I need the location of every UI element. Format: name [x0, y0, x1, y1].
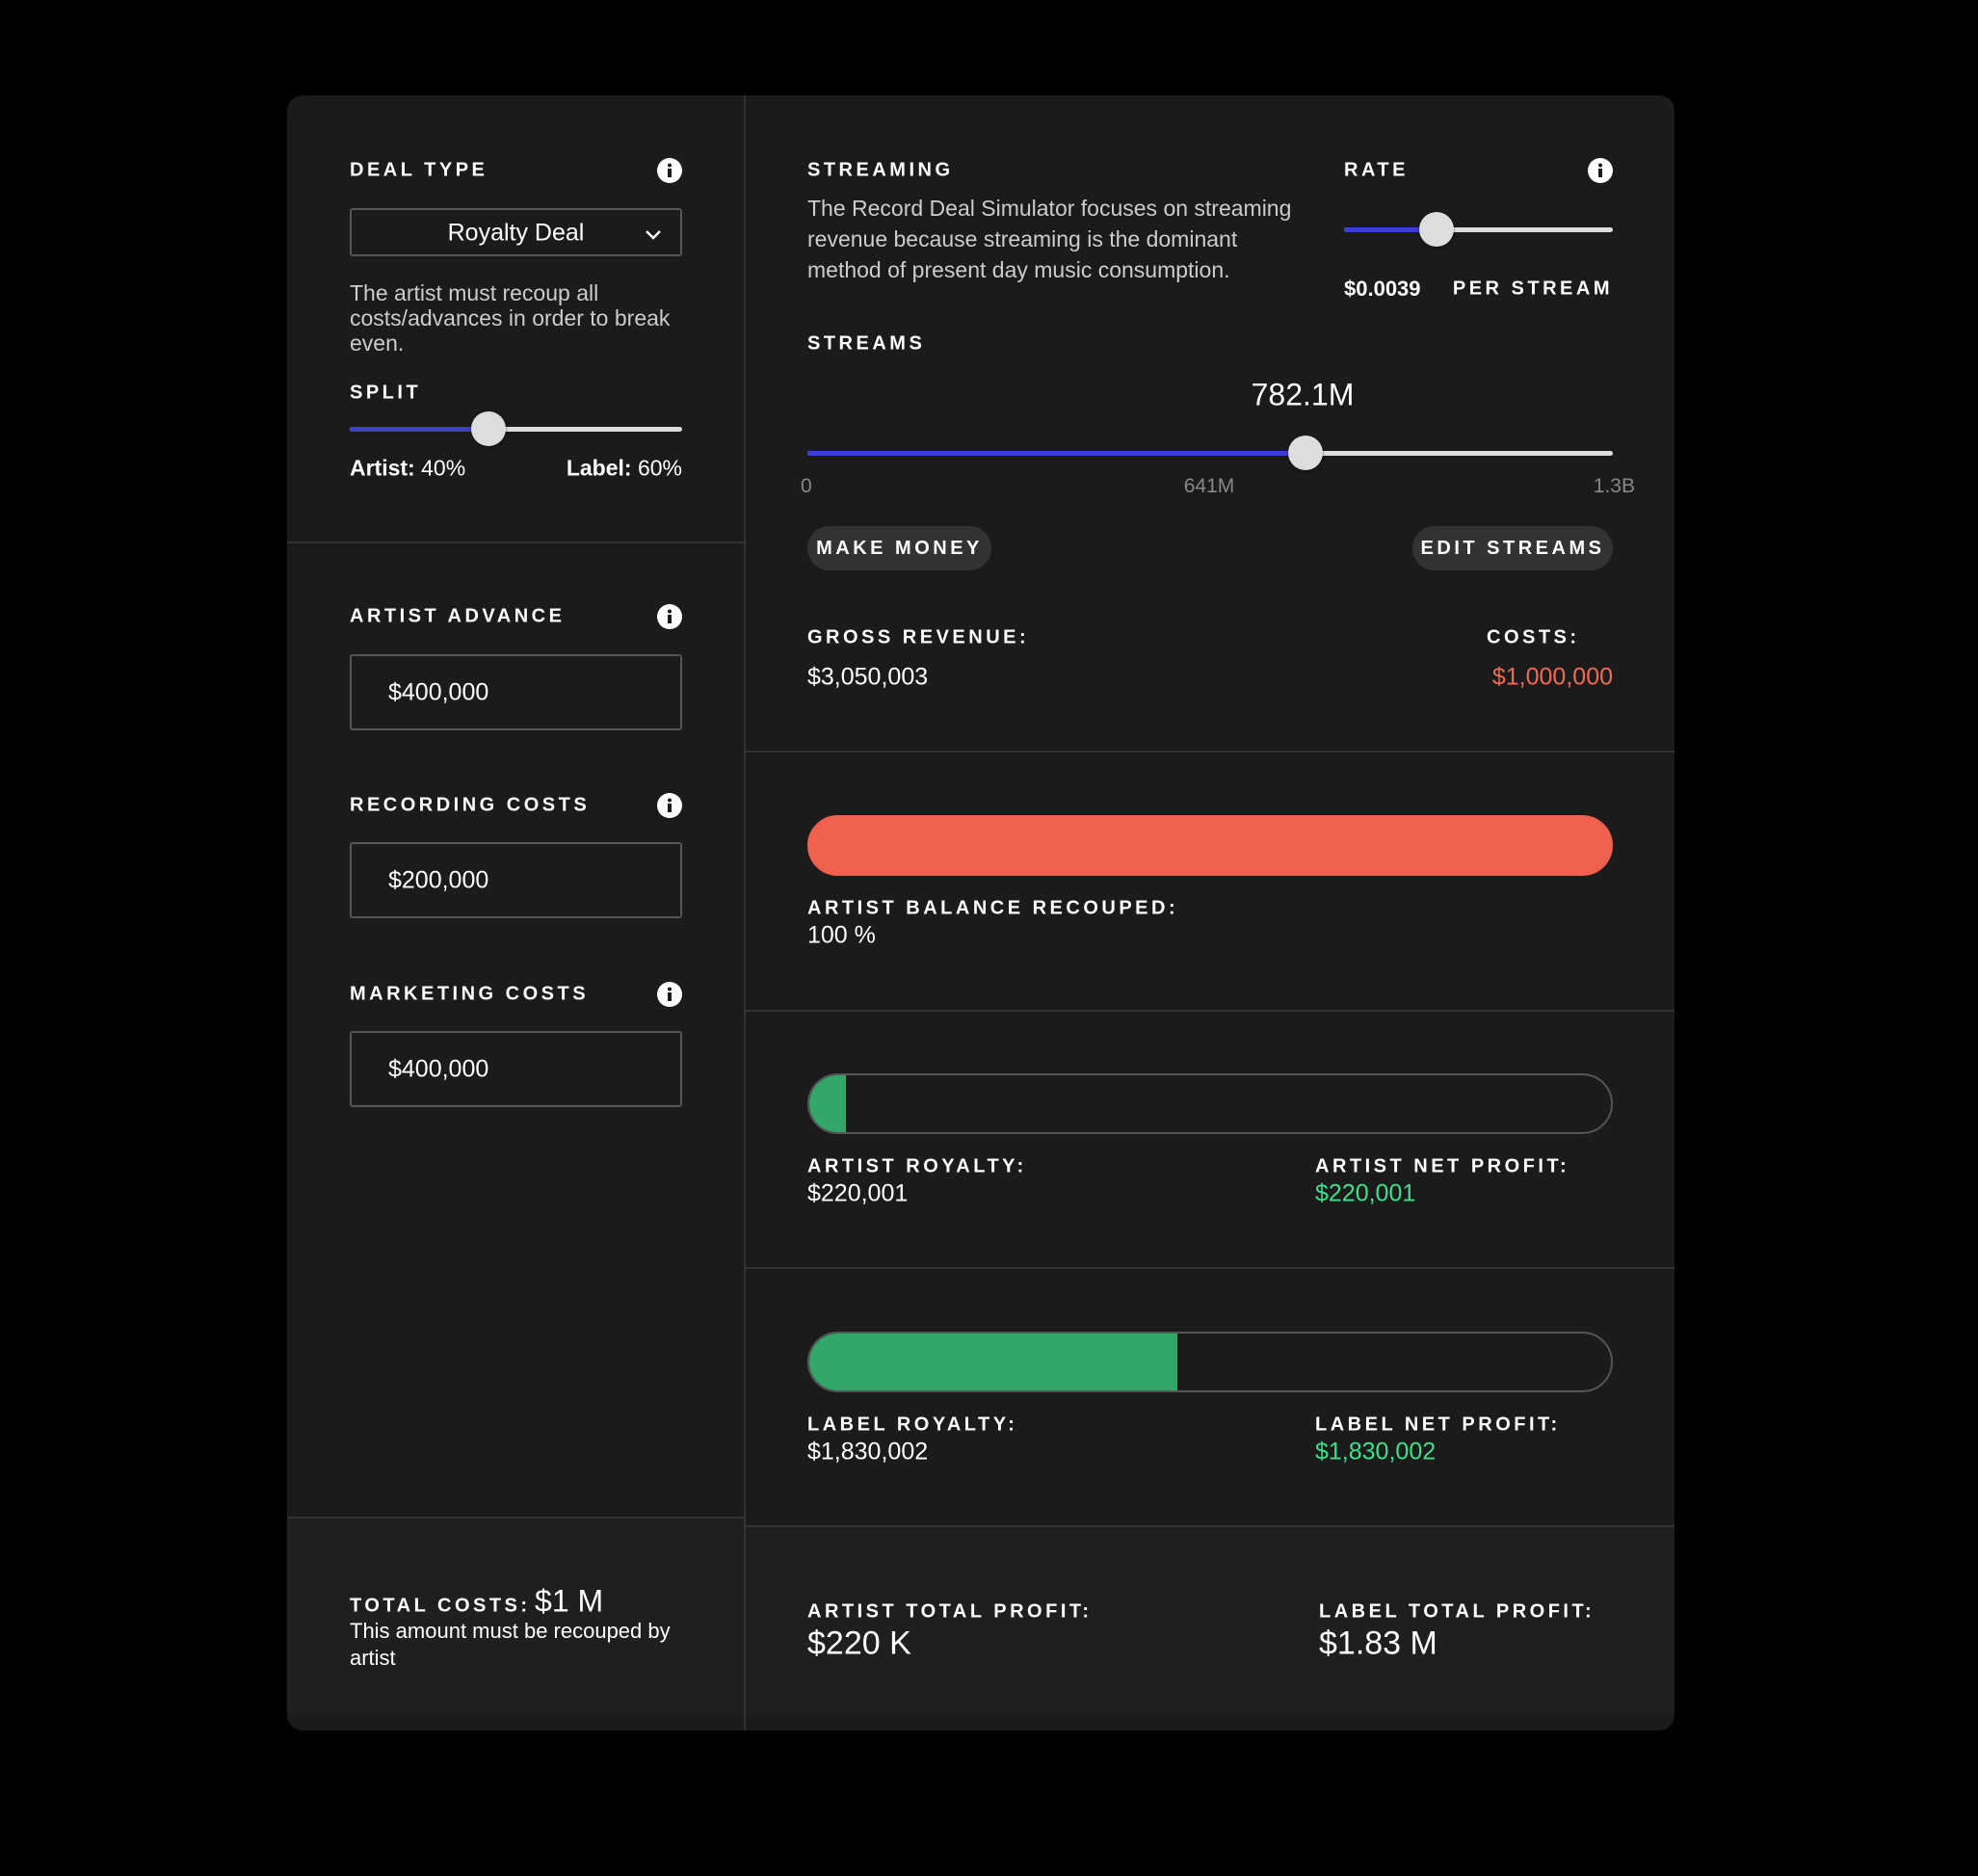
artist-bar: [807, 1073, 1613, 1134]
artist-royalty-label: ARTIST ROYALTY:: [807, 1155, 1027, 1177]
divider: [744, 95, 746, 1731]
costs-label: COSTS:: [1487, 626, 1580, 648]
chevron: [646, 230, 661, 240]
deal-type-label: DEAL TYPE: [350, 159, 488, 181]
rate-thumb[interactable]: [1419, 212, 1454, 247]
streams-fill: [807, 451, 1305, 456]
divider: [287, 1517, 744, 1519]
label-label: Label:: [566, 455, 632, 481]
rate-label: RATE: [1344, 159, 1409, 181]
marketing-costs-input[interactable]: $400,000: [350, 1031, 682, 1107]
split-track: [350, 427, 682, 432]
info-icon[interactable]: [1588, 158, 1613, 183]
label-value: 60%: [637, 455, 682, 481]
marketing-costs-value: $400,000: [388, 1055, 489, 1083]
marketing-costs-label: MARKETING COSTS: [350, 983, 590, 1005]
streams-label: STREAMS: [807, 332, 926, 355]
total-costs-label: TOTAL COSTS:: [350, 1595, 531, 1617]
artist-label: Artist:: [350, 455, 415, 481]
artist-total-profit-label: ARTIST TOTAL PROFIT:: [807, 1600, 1093, 1623]
artist-royalty-value: $220,001: [807, 1179, 909, 1207]
info-icon[interactable]: [657, 158, 682, 183]
recouped-label: ARTIST BALANCE RECOUPED:: [807, 897, 1179, 919]
info-icon[interactable]: [657, 982, 682, 1007]
label-bar-fill: [809, 1334, 1177, 1390]
label-net-profit-value: $1,830,002: [1315, 1438, 1437, 1466]
split-artist: Artist: 40%: [350, 456, 465, 482]
recording-costs-value: $200,000: [388, 866, 489, 894]
rate-fill: [1344, 227, 1437, 232]
rate-unit: PER STREAM: [1452, 277, 1613, 300]
make-money-button[interactable]: MAKE MONEY: [807, 526, 991, 570]
gross-revenue-label: GROSS REVENUE:: [807, 626, 1030, 648]
label-total-profit-value: $1.83 M: [1319, 1625, 1437, 1662]
label-total-profit-label: LABEL TOTAL PROFIT:: [1319, 1600, 1596, 1623]
info-icon[interactable]: [657, 604, 682, 629]
deal-type-value: Royalty Deal: [447, 219, 585, 247]
artist-bar-fill: [809, 1075, 846, 1132]
streams-thumb[interactable]: [1288, 436, 1323, 470]
recording-costs-input[interactable]: $200,000: [350, 842, 682, 918]
gross-revenue-value: $3,050,003: [807, 663, 929, 691]
label-royalty-label: LABEL ROYALTY:: [807, 1414, 1018, 1436]
divider: [745, 1267, 1675, 1269]
bottom-right-panel: [745, 1526, 1675, 1715]
bottom-left-panel: [287, 1518, 744, 1715]
divider: [745, 1010, 1675, 1012]
split-fill: [350, 427, 488, 432]
recouped-value: 100 %: [807, 921, 876, 949]
label-bar: [807, 1332, 1613, 1392]
label-royalty-value: $1,830,002: [807, 1438, 929, 1466]
recoup-bar: [807, 815, 1613, 876]
artist-net-profit-label: ARTIST NET PROFIT:: [1315, 1155, 1570, 1177]
streams-tick: 0: [801, 475, 812, 497]
artist-advance-label: ARTIST ADVANCE: [350, 605, 566, 627]
deal-type-description: The artist must recoup all costs/advance…: [350, 280, 671, 356]
recording-costs-label: RECORDING COSTS: [350, 794, 591, 816]
artist-value: 40%: [421, 455, 466, 481]
total-costs-note: This amount must be recouped by artist: [350, 1619, 671, 1670]
total-costs: TOTAL COSTS: $1 M: [350, 1584, 603, 1620]
streams-tick: 1.3B: [1593, 475, 1635, 497]
split-label-share: Label: 60%: [567, 456, 682, 482]
label-net-profit-label: LABEL NET PROFIT:: [1315, 1414, 1561, 1436]
costs-value: $1,000,000: [1491, 663, 1613, 691]
deal-type-select[interactable]: Royalty Deal: [350, 208, 682, 256]
streaming-label: STREAMING: [807, 159, 954, 181]
divider: [287, 542, 744, 543]
streaming-description: The Record Deal Simulator focuses on str…: [807, 196, 1292, 282]
rate-value: $0.0039: [1344, 277, 1421, 301]
split-label: SPLIT: [350, 382, 422, 404]
streams-tick: 641M: [1183, 475, 1235, 497]
edit-streams-button[interactable]: EDIT STREAMS: [1412, 526, 1613, 570]
divider: [745, 1525, 1675, 1527]
divider: [745, 751, 1675, 753]
info-icon[interactable]: [657, 793, 682, 818]
total-costs-value: $1 M: [535, 1583, 604, 1619]
card: [287, 95, 1675, 1731]
rate-track: [1344, 227, 1613, 232]
artist-advance-value: $400,000: [388, 678, 489, 706]
artist-net-profit-value: $220,001: [1315, 1179, 1416, 1207]
artist-advance-input[interactable]: $400,000: [350, 654, 682, 730]
streams-value: 782.1M: [1251, 377, 1355, 412]
split-thumb[interactable]: [471, 411, 506, 446]
artist-total-profit-value: $220 K: [807, 1625, 911, 1662]
